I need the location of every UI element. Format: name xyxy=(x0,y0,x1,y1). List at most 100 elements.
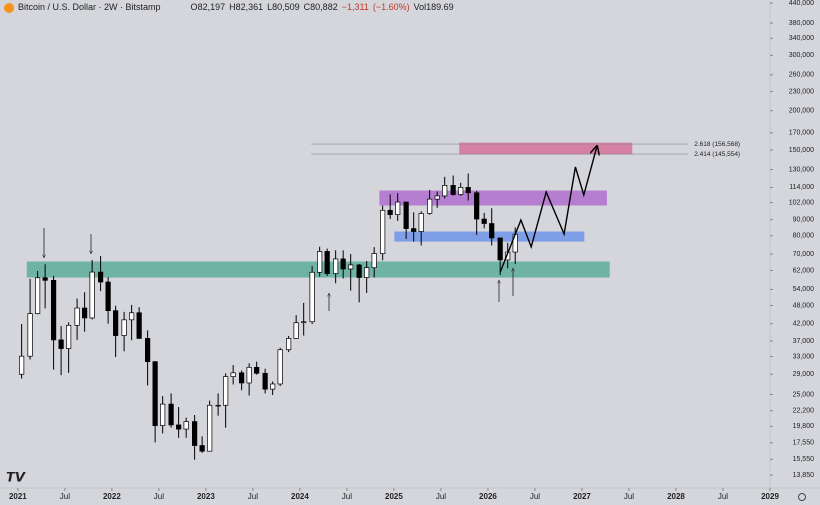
candle-body xyxy=(293,322,299,339)
candle xyxy=(74,298,80,340)
candle-body xyxy=(215,404,221,407)
x-tick-label: Jul xyxy=(154,492,164,501)
candle-body xyxy=(89,271,95,319)
candle xyxy=(207,400,213,452)
y-tick-label: 114,000 xyxy=(789,184,814,191)
candle-body xyxy=(66,324,72,349)
y-tick-label: 25,000 xyxy=(793,391,815,398)
annotation-arrows xyxy=(44,228,513,311)
candle-body xyxy=(286,338,292,351)
candle xyxy=(19,324,25,379)
candle-body xyxy=(199,445,205,452)
candle-body xyxy=(458,187,464,195)
candle xyxy=(317,246,323,277)
x-tick-label: Jul xyxy=(248,492,258,501)
candle xyxy=(152,361,158,443)
y-tick-label: 17,550 xyxy=(793,440,815,447)
candle-body xyxy=(348,264,354,270)
candle xyxy=(50,275,57,370)
candle xyxy=(223,373,229,428)
candle-body xyxy=(387,209,393,215)
candle xyxy=(293,315,299,339)
candle-body xyxy=(340,258,346,270)
candle xyxy=(230,365,236,385)
candle xyxy=(136,307,142,339)
candle xyxy=(168,393,174,428)
candle-body xyxy=(152,361,158,426)
candle-body xyxy=(136,312,142,339)
candle xyxy=(176,407,182,438)
y-tick-label: 170,000 xyxy=(789,130,814,137)
zone xyxy=(379,190,607,206)
legend-key: L xyxy=(267,2,272,12)
candle xyxy=(497,237,503,275)
candle-body xyxy=(168,403,174,426)
x-tick-label: 2022 xyxy=(103,492,121,501)
candle-body xyxy=(50,279,57,341)
candle-body xyxy=(465,187,471,194)
candle-body xyxy=(309,271,315,323)
candle xyxy=(474,190,480,235)
legend-number: 82,197 xyxy=(198,2,226,12)
candle-body xyxy=(192,421,198,446)
candle-body xyxy=(129,312,135,321)
y-tick-label: 13,850 xyxy=(793,472,815,479)
candle-body xyxy=(207,404,213,452)
fib-label: 2.414 (145,554) xyxy=(694,151,740,158)
candle xyxy=(450,175,456,196)
y-tick-label: 42,000 xyxy=(793,321,815,328)
candle-body xyxy=(450,185,456,195)
y-tick-label: 200,000 xyxy=(789,108,814,115)
legend-value: H82,361 xyxy=(229,2,263,12)
y-tick-label: 340,000 xyxy=(789,35,814,42)
candle xyxy=(145,330,151,386)
y-tick-label: 33,000 xyxy=(793,353,815,360)
candle-body xyxy=(497,237,503,261)
y-tick-label: 29,000 xyxy=(793,371,815,378)
candle-body xyxy=(489,223,495,239)
settings-icon[interactable] xyxy=(798,493,806,501)
candle xyxy=(35,270,41,315)
candle xyxy=(66,322,72,373)
candle xyxy=(356,264,362,303)
x-tick-label: 2029 xyxy=(761,492,779,501)
candle xyxy=(105,277,111,324)
candle-body xyxy=(105,281,111,312)
candle-body xyxy=(395,201,401,215)
legend-number: 189.69 xyxy=(426,2,454,12)
x-tick-label: 2023 xyxy=(197,492,215,501)
candle xyxy=(183,417,189,438)
x-tick-label: Jul xyxy=(60,492,70,501)
candle xyxy=(333,250,339,284)
candle xyxy=(481,212,487,229)
legend-value: −1,311 xyxy=(342,2,369,12)
x-tick-label: Jul xyxy=(436,492,446,501)
y-tick-label: 102,000 xyxy=(789,199,814,206)
legend-number: 82,361 xyxy=(236,2,264,12)
candle xyxy=(380,205,386,261)
legend-value: Vol189.69 xyxy=(414,2,454,12)
x-tick-label: Jul xyxy=(342,492,352,501)
candle xyxy=(348,253,354,291)
levels: 2.618 (156,568) 2.414 (145,554) xyxy=(311,141,740,158)
y-tick-label: 62,000 xyxy=(793,267,815,274)
y-tick-label: 260,000 xyxy=(789,72,814,79)
candle xyxy=(58,325,64,376)
candle-body xyxy=(380,209,386,254)
candle xyxy=(286,335,292,353)
y-tick-label: 48,000 xyxy=(793,302,815,309)
y-tick-label: 130,000 xyxy=(789,166,814,173)
x-tick-label: Jul xyxy=(624,492,634,501)
legend-value: L80,509 xyxy=(267,2,300,12)
candle xyxy=(489,208,495,246)
y-tick-label: 70,000 xyxy=(793,251,815,258)
candle xyxy=(309,266,315,325)
candle-body xyxy=(42,277,48,281)
candle-body xyxy=(176,424,182,430)
candles xyxy=(19,173,518,460)
candle-body xyxy=(262,372,268,390)
y-tick-label: 440,000 xyxy=(789,0,814,7)
candle xyxy=(340,250,346,279)
candle-body xyxy=(411,228,417,232)
